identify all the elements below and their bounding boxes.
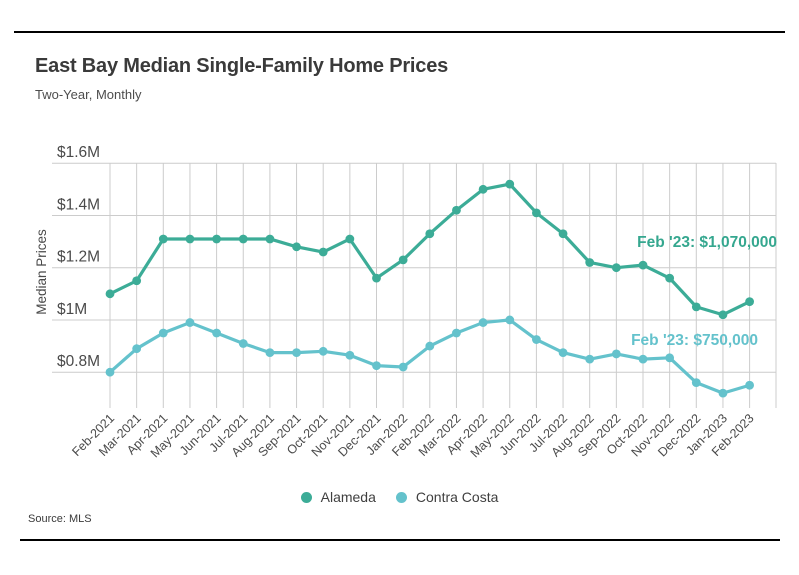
page-title: East Bay Median Single-Family Home Price… bbox=[35, 55, 449, 77]
contra-costa-point bbox=[585, 354, 595, 364]
alameda-point bbox=[185, 234, 195, 244]
contra-costa-point bbox=[452, 328, 461, 338]
alameda-point bbox=[105, 289, 115, 299]
alameda-point bbox=[611, 263, 621, 273]
contra-costa-point bbox=[372, 361, 381, 371]
alameda-point bbox=[585, 258, 595, 267]
contra-costa-point bbox=[611, 349, 621, 359]
alameda-point bbox=[212, 234, 222, 244]
contra-costa-point bbox=[132, 344, 142, 354]
contra-costa-point bbox=[238, 339, 248, 348]
contra-costa-point bbox=[265, 348, 275, 358]
contra-costa-point bbox=[318, 346, 328, 356]
y-tick-label: $0.8M bbox=[57, 353, 100, 370]
y-tick-label: $1.6M bbox=[57, 144, 100, 161]
y-tick-label: $1M bbox=[57, 301, 87, 318]
legend-label: Alameda bbox=[320, 489, 376, 505]
alameda-point bbox=[691, 302, 701, 312]
y-tick-label: $1.2M bbox=[57, 249, 100, 266]
y-axis-title: Median Prices bbox=[34, 229, 49, 315]
y-tick-label: $1.4M bbox=[57, 196, 100, 213]
annotation-contra-costa: Feb '23: $750,000 bbox=[631, 332, 758, 349]
alameda-point bbox=[532, 208, 541, 218]
alameda-point bbox=[158, 234, 168, 244]
source-note: Source: MLS bbox=[28, 513, 92, 525]
top-divider bbox=[14, 31, 785, 33]
contra-costa-point bbox=[745, 380, 754, 390]
contra-costa-point bbox=[478, 318, 488, 327]
alameda-point bbox=[505, 179, 515, 189]
alameda-point bbox=[318, 247, 328, 257]
alameda-point bbox=[478, 184, 488, 194]
legend-item-alameda: Alameda bbox=[300, 489, 376, 505]
contra-costa-point bbox=[292, 348, 301, 358]
contra-costa-point bbox=[718, 388, 728, 398]
alameda-dot-icon bbox=[300, 491, 312, 503]
legend-label: Contra Costa bbox=[415, 489, 499, 505]
alameda-point bbox=[558, 229, 568, 239]
alameda-point bbox=[132, 276, 142, 286]
contra-costa-point bbox=[505, 315, 515, 325]
alameda-point bbox=[265, 234, 275, 244]
bottom-divider bbox=[20, 539, 780, 541]
alameda-point bbox=[425, 229, 435, 239]
alameda-point bbox=[372, 273, 381, 283]
alameda-point bbox=[238, 234, 248, 244]
contra-costa-point bbox=[105, 367, 115, 377]
alameda-point bbox=[638, 260, 648, 270]
contra-costa-point bbox=[665, 353, 675, 363]
contra-costa-point bbox=[345, 350, 355, 360]
alameda-point bbox=[718, 310, 728, 320]
contra-costa-point bbox=[532, 335, 541, 344]
contra-costa-point bbox=[185, 318, 195, 327]
contra-costa-point bbox=[212, 328, 222, 338]
chart-legend: Alameda Contra Costa bbox=[0, 489, 799, 505]
contra-costa-point bbox=[425, 341, 435, 351]
annotation-alameda: Feb '23: $1,070,000 bbox=[637, 234, 777, 251]
contra-costa-point bbox=[638, 354, 648, 364]
alameda-point bbox=[452, 205, 461, 215]
alameda-point bbox=[745, 297, 754, 307]
legend-item-contra-costa: Contra Costa bbox=[395, 489, 499, 505]
alameda-point bbox=[345, 234, 355, 244]
contra-costa-point bbox=[398, 362, 408, 372]
contra-costa-point bbox=[158, 328, 168, 338]
alameda-point bbox=[398, 255, 408, 265]
page-subtitle: Two-Year, Monthly bbox=[35, 87, 142, 102]
alameda-point bbox=[292, 242, 301, 252]
contra-costa-point bbox=[691, 378, 701, 388]
contra-costa-point bbox=[558, 348, 568, 358]
alameda-point bbox=[665, 273, 675, 283]
contra-costa-dot-icon bbox=[395, 491, 407, 503]
